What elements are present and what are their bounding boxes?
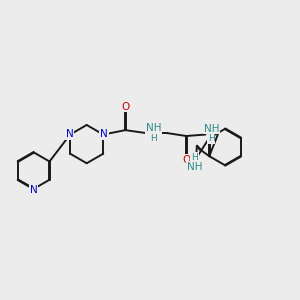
Text: O: O <box>182 154 190 165</box>
Text: N: N <box>66 129 74 139</box>
Text: H: H <box>191 153 198 162</box>
Text: N: N <box>30 185 38 195</box>
Text: N: N <box>100 129 108 139</box>
Text: H: H <box>150 134 157 143</box>
Text: H: H <box>208 134 215 143</box>
Text: O: O <box>121 102 130 112</box>
Text: NH: NH <box>187 162 202 172</box>
Text: NH: NH <box>204 124 219 134</box>
Text: NH: NH <box>146 123 161 133</box>
